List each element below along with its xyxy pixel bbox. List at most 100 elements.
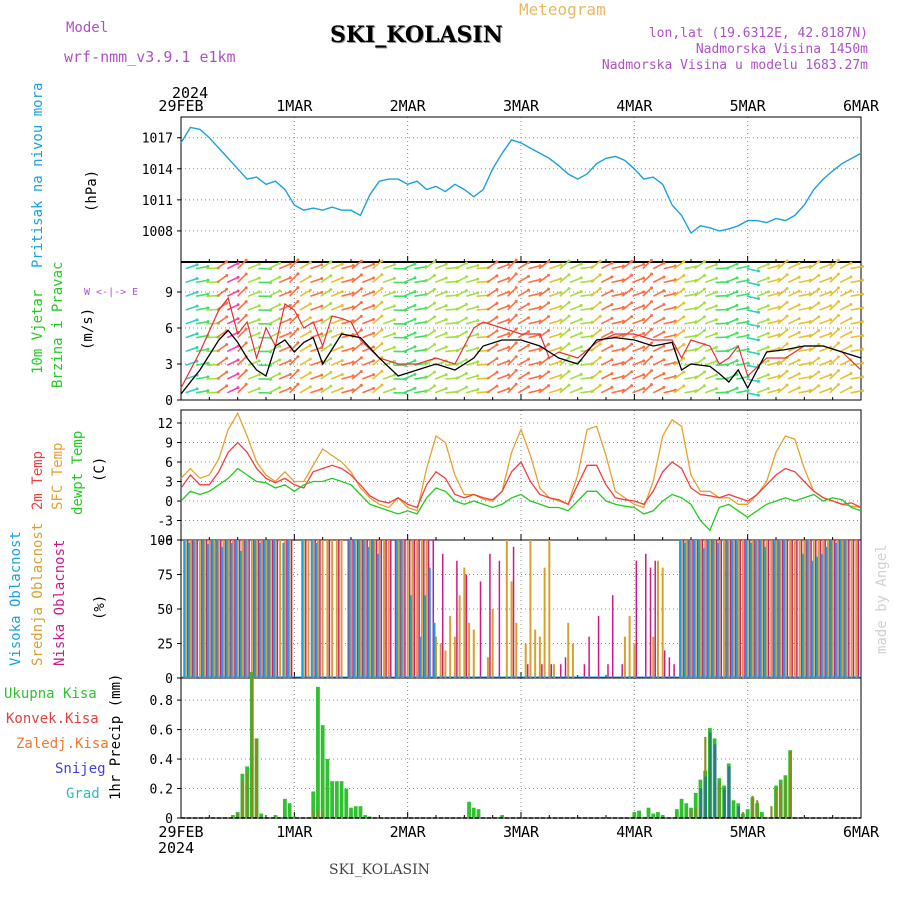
wind-arrow: [434, 373, 447, 380]
wind-arrow: [486, 261, 498, 270]
wind-arrow-head: [579, 372, 583, 376]
wind-arrow: [310, 346, 323, 353]
wind-arrow-head: [649, 341, 653, 345]
wind-arrow-head: [329, 301, 333, 305]
wind-arrow-head: [714, 331, 718, 335]
wind-arrow: [590, 301, 601, 311]
wind-arrow-head: [836, 286, 840, 290]
wind-arrow-head: [464, 358, 468, 362]
wind-arrow-head: [610, 261, 614, 265]
wind-arrow-head: [567, 342, 571, 346]
precip-legend-conv: Konvek.Kisa: [6, 711, 99, 727]
wind-arrow: [445, 322, 458, 325]
wind-arrow: [559, 301, 570, 311]
wind-arrow: [736, 265, 749, 270]
wind-arrow: [517, 261, 529, 270]
wind-arrow: [663, 320, 676, 325]
year-top: 2024: [172, 84, 209, 102]
wind-arrow-head: [746, 292, 750, 296]
wind-arrow: [549, 319, 561, 325]
model-name: wrf-nmm_v3.9.1 e1km: [64, 48, 236, 66]
wind-arrow-head: [359, 370, 363, 374]
wind-arrow-head: [817, 315, 821, 319]
wind-arrow-head: [766, 304, 770, 308]
precip-total-bar: [679, 798, 684, 818]
wind-arrow: [642, 273, 653, 283]
wind-arrow: [299, 330, 311, 339]
wind-arrow-head: [785, 273, 789, 277]
wind-arrow-head: [514, 327, 518, 331]
wind-arrow-head: [329, 260, 333, 264]
precip-total-bar: [259, 813, 264, 818]
wind-arrow: [611, 389, 624, 394]
wind-arrow: [226, 276, 239, 284]
wind-arrow-head: [610, 289, 614, 293]
wind-arrow-head: [836, 313, 840, 317]
wind-arrow: [725, 387, 738, 394]
y-tick-label: 3: [165, 358, 173, 373]
wind-arrow: [704, 332, 717, 339]
wind-arrow: [403, 290, 416, 297]
wind-arrow-head: [225, 260, 229, 264]
wind-arrow: [528, 347, 541, 353]
wind-arrow-head: [514, 382, 518, 386]
wind-arrow: [403, 318, 416, 325]
wind-arrow-head: [392, 387, 396, 391]
wind-arrow-head: [817, 370, 821, 374]
wind-arrow-head: [630, 356, 634, 360]
wind-arrow: [476, 391, 489, 394]
wind-arrow-head: [610, 344, 614, 348]
wind-arrow-head: [567, 300, 571, 304]
wind-arrow: [289, 273, 299, 283]
wind-arrow: [704, 374, 717, 380]
wind-arrow: [528, 278, 541, 284]
wind-arrow: [559, 356, 570, 366]
wind-arrow: [559, 315, 570, 325]
wind-arrow-head: [797, 358, 801, 362]
wind-arrow: [372, 274, 383, 284]
wind-arrow-head: [735, 276, 739, 280]
y-tick-label: 0.8: [150, 694, 173, 709]
wind-arrow-head: [359, 314, 363, 318]
wind-arrow-head: [278, 385, 282, 389]
wind-arrow-head: [495, 384, 499, 388]
wind-arrow: [226, 262, 239, 270]
wind-arrow: [569, 373, 582, 380]
wind-arrow: [445, 308, 458, 311]
wind-arrow: [850, 307, 863, 311]
wind-arrow: [382, 277, 395, 284]
wind-arrow-head: [244, 272, 248, 276]
wind-arrow-head: [860, 389, 864, 393]
wind-arrow-head: [257, 317, 261, 321]
wind-arrow: [341, 292, 354, 297]
wind-arrow: [414, 376, 427, 380]
wind-arrow: [808, 329, 820, 339]
wind-arrow-head: [735, 359, 739, 363]
wind-arrow: [725, 263, 738, 270]
wind-arrow-head: [649, 382, 653, 386]
wind-arrow-head: [444, 331, 448, 335]
wind-arrow: [746, 267, 759, 272]
wind-arrow: [663, 265, 676, 270]
wind-arrow-head: [308, 288, 312, 292]
wind-arrow-head: [756, 324, 760, 328]
wind-arrow-head: [682, 315, 686, 319]
wind-arrow: [673, 261, 685, 270]
wind-arrow-head: [630, 342, 634, 346]
wind-arrow-head: [495, 343, 499, 347]
wind-arrow: [684, 307, 697, 311]
precip-conv-bar: [770, 806, 773, 818]
wind-arrow: [195, 362, 209, 366]
wind-arrow-head: [649, 369, 653, 373]
wind-arrow-head: [359, 301, 363, 305]
wind-arrow: [839, 386, 852, 394]
wind-arrow: [424, 330, 435, 339]
wind-arrow: [497, 318, 509, 325]
wind-arrow-head: [359, 259, 363, 263]
wind-arrow: [663, 306, 676, 311]
wind-arrow-head: [320, 373, 324, 377]
wind-arrow-head: [662, 358, 666, 362]
wind-arrow: [414, 321, 427, 325]
wind-arrow-head: [579, 331, 583, 335]
wind-arrow: [289, 369, 299, 380]
